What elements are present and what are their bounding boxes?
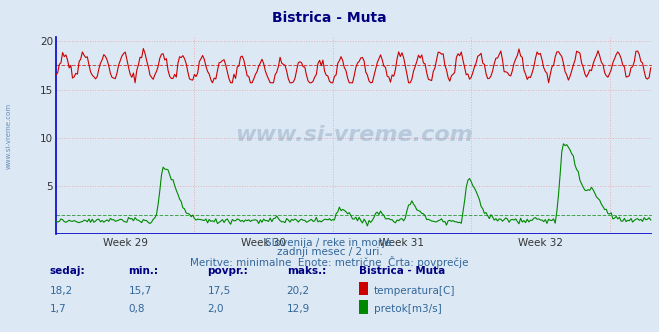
Text: www.si-vreme.com: www.si-vreme.com: [5, 103, 12, 169]
Text: 0,8: 0,8: [129, 304, 145, 314]
Text: zadnji mesec / 2 uri.: zadnji mesec / 2 uri.: [277, 247, 382, 257]
Text: min.:: min.:: [129, 266, 159, 276]
Text: Bistrica - Muta: Bistrica - Muta: [359, 266, 445, 276]
Text: 18,2: 18,2: [49, 286, 72, 296]
Text: www.si-vreme.com: www.si-vreme.com: [235, 125, 473, 145]
Text: sedaj:: sedaj:: [49, 266, 85, 276]
Text: 20,2: 20,2: [287, 286, 310, 296]
Text: povpr.:: povpr.:: [208, 266, 248, 276]
Text: 12,9: 12,9: [287, 304, 310, 314]
Text: Slovenija / reke in morje.: Slovenija / reke in morje.: [264, 238, 395, 248]
Text: 1,7: 1,7: [49, 304, 66, 314]
Text: maks.:: maks.:: [287, 266, 326, 276]
Text: 15,7: 15,7: [129, 286, 152, 296]
Text: pretok[m3/s]: pretok[m3/s]: [374, 304, 442, 314]
Text: Bistrica - Muta: Bistrica - Muta: [272, 11, 387, 25]
Text: Meritve: minimalne  Enote: metrične  Črta: povprečje: Meritve: minimalne Enote: metrične Črta:…: [190, 256, 469, 268]
Text: 17,5: 17,5: [208, 286, 231, 296]
Text: temperatura[C]: temperatura[C]: [374, 286, 455, 296]
Text: 2,0: 2,0: [208, 304, 224, 314]
